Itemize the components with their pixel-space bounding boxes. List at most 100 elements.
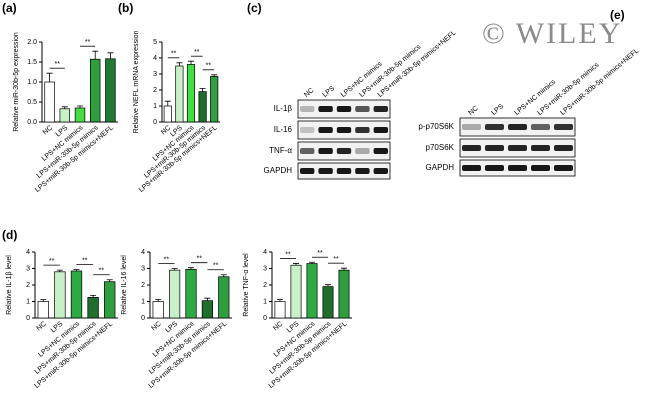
blot-band	[355, 106, 370, 112]
y-tick-label: 0.0	[27, 119, 37, 126]
blot-band	[508, 165, 527, 171]
bar	[104, 281, 116, 319]
x-tick-label: NC	[42, 125, 54, 137]
blot-band	[373, 127, 388, 133]
lane-label: NC	[303, 87, 315, 99]
y-tick-label: 0	[26, 315, 30, 322]
error-bar	[90, 294, 97, 298]
bar	[218, 276, 230, 319]
blot-band	[336, 168, 352, 174]
blot-band	[300, 168, 315, 174]
bar	[163, 105, 172, 123]
error-bar	[211, 74, 218, 77]
error-bar	[277, 299, 283, 302]
significance-label: **	[164, 256, 170, 263]
significance-label: **	[196, 256, 202, 263]
error-bar	[107, 52, 114, 59]
lane-label: LPS+miR-30b-5p mimics+NEFL	[377, 30, 458, 99]
blot-band	[531, 165, 550, 171]
row-label: GAPDH	[264, 166, 293, 175]
y-tick-label: 1.5	[27, 59, 37, 66]
bar	[322, 286, 334, 319]
error-bar	[56, 269, 63, 272]
y-tick-label: 2	[263, 282, 267, 289]
bar	[54, 271, 66, 319]
blot-band	[462, 124, 481, 130]
y-tick-label: 1	[141, 298, 145, 305]
bar	[152, 301, 164, 319]
y-tick-label: 4	[263, 249, 267, 256]
lane-label: NC	[467, 105, 479, 117]
bar	[290, 264, 302, 319]
y-tick-label: 3	[263, 265, 267, 272]
y-tick-label: 0	[141, 315, 145, 322]
bar	[175, 65, 184, 123]
significance-label: **	[99, 268, 105, 275]
error-bar	[92, 50, 99, 60]
significance-label: **	[54, 61, 60, 68]
blot-band	[355, 127, 370, 133]
y-tick-label: 0.5	[27, 99, 37, 106]
blot-band	[355, 168, 370, 174]
bar	[37, 301, 49, 319]
row-label: GAPDH	[426, 163, 455, 172]
x-tick-label: NC	[36, 321, 48, 333]
bar	[186, 64, 196, 123]
y-axis-label: Relative NEFL mRNA expression	[133, 30, 140, 133]
significance-label: **	[333, 256, 339, 263]
y-tick-label: 4	[141, 249, 145, 256]
error-bar	[341, 267, 347, 271]
y-tick-label: 2	[26, 282, 30, 289]
significance-label: **	[206, 63, 212, 70]
row-label: p-p70S6K	[418, 122, 454, 131]
blot-band	[300, 127, 315, 133]
lane-label: LPS	[490, 103, 505, 117]
error-bar	[188, 267, 194, 270]
row-label: IL-16	[274, 125, 293, 134]
significance-label: **	[82, 257, 88, 264]
significance-label: **	[317, 250, 323, 257]
bar	[87, 297, 99, 319]
bar	[59, 108, 71, 123]
y-tick-label: 2	[153, 87, 157, 94]
panel-label: (d)	[2, 228, 17, 242]
blot-band	[318, 148, 333, 154]
y-tick-label: 4	[153, 55, 157, 62]
bar	[210, 76, 219, 123]
error-bar	[176, 62, 183, 66]
y-axis-label: Relative IL-1β level	[6, 255, 13, 315]
bar	[74, 107, 86, 123]
y-tick-label: 3	[141, 265, 145, 272]
bar	[105, 58, 116, 123]
significance-label: **	[49, 258, 55, 265]
blot-band	[462, 145, 481, 151]
significance-label: **	[171, 51, 177, 58]
bar	[338, 269, 350, 319]
y-tick-label: 5	[153, 39, 157, 46]
blot-band	[336, 127, 352, 133]
y-tick-label: 2	[141, 282, 145, 289]
bar	[70, 270, 83, 319]
panel-label: (a)	[2, 1, 17, 15]
error-bar	[204, 297, 211, 301]
blot-band	[300, 106, 315, 112]
x-tick-label: NC	[272, 321, 284, 333]
blot-band	[318, 168, 333, 174]
blot-band	[318, 127, 333, 133]
blot-band	[485, 124, 504, 130]
error-bar	[40, 299, 47, 302]
error-bar	[77, 105, 83, 108]
error-bar	[309, 261, 315, 264]
y-tick-label: 0	[263, 315, 267, 322]
y-axis-label: Relative miR-30b-5p expression	[13, 32, 20, 132]
blot-band	[318, 106, 333, 112]
panel-label: (c)	[247, 1, 262, 15]
y-tick-label: 1	[153, 103, 157, 110]
panel-label: (b)	[118, 1, 133, 15]
x-tick-label: NC	[160, 125, 172, 137]
blot-band	[373, 148, 388, 154]
row-label: p70S6K	[426, 143, 455, 152]
blot-band	[485, 145, 504, 151]
significance-label: **	[85, 39, 91, 46]
blot-band	[485, 165, 504, 171]
